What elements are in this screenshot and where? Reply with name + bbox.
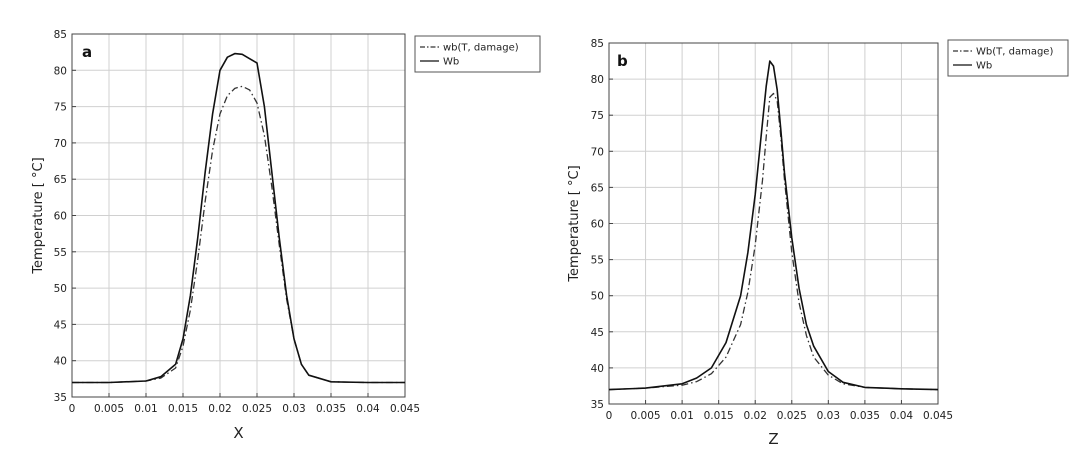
series-line-wb [72, 52, 405, 384]
panel-letter: a [82, 43, 92, 61]
legend: Wb(T, damage) Wb [947, 39, 1069, 77]
panel-letter: b [617, 52, 628, 70]
y-tick-label: 50 [591, 291, 604, 303]
legend-entry-label: Wb [976, 61, 992, 72]
y-tick-label: 60 [54, 211, 67, 223]
y-axis-label: Temperature [ °C] [567, 165, 582, 282]
y-tick-label: 75 [54, 102, 67, 114]
y-tick-label: 40 [591, 363, 604, 375]
y-tick-label: 55 [54, 247, 67, 259]
x-tick-label: 0.03 [817, 410, 840, 422]
y-tick-label: 35 [54, 392, 67, 404]
x-axis-label: Z [768, 430, 778, 448]
y-tick-label: 40 [54, 356, 67, 368]
x-tick-label: 0.045 [390, 403, 420, 415]
legend-entry-label: Wb [443, 57, 459, 68]
x-tick-label: 0.035 [316, 403, 346, 415]
x-axis-label: X [233, 424, 243, 442]
x-tick-label: 0.015 [168, 403, 198, 415]
chart-panel-b: 0 0.005 0.01 0.015 0.02 0.025 0.03 0.035 0.04 0.0… [567, 38, 1069, 448]
chart-panel-a: 0 0.005 0.01 0.015 0.02 0.025 0.03 0.035 0.04 0.0… [31, 29, 541, 442]
y-tick-label: 70 [591, 146, 604, 158]
y-tick-label: 80 [591, 74, 604, 86]
x-tick-label: 0.03 [282, 403, 305, 415]
x-tick-label: 0.02 [744, 410, 767, 422]
legend-entry-label: wb(T, damage) [443, 43, 519, 54]
y-tick-label: 80 [54, 65, 67, 77]
x-tick-label: 0.005 [94, 403, 124, 415]
legend-box [414, 35, 541, 73]
x-tick-label: 0.035 [850, 410, 880, 422]
y-axis-label: Temperature [ °C] [31, 157, 46, 274]
legend: wb(T, damage) Wb [414, 35, 541, 73]
y-tick-label: 65 [591, 182, 604, 194]
x-tick-label: 0.02 [208, 403, 231, 415]
x-tick-label: 0.01 [670, 410, 693, 422]
legend-box [947, 39, 1069, 77]
series-line-wb-t-damage [608, 92, 939, 391]
y-tick-label: 85 [591, 38, 604, 50]
x-tick-label: 0.025 [242, 403, 272, 415]
x-tick-label: 0 [69, 403, 76, 415]
x-tick-label: 0.04 [890, 410, 914, 422]
y-tick-label: 45 [591, 327, 604, 339]
y-tick-label: 65 [54, 174, 67, 186]
x-tick-label: 0.04 [356, 403, 380, 415]
x-tick-label: 0.025 [777, 410, 807, 422]
y-tick-label: 50 [54, 283, 67, 295]
series-line-wb [608, 60, 939, 391]
y-tick-label: 60 [591, 219, 604, 231]
legend-entry-label: Wb(T, damage) [976, 47, 1053, 58]
x-tick-label: 0.01 [134, 403, 157, 415]
y-tick-label: 45 [54, 319, 67, 331]
x-tick-label: 0.045 [923, 410, 953, 422]
y-tick-label: 35 [591, 399, 604, 411]
y-tick-label: 70 [54, 138, 67, 150]
y-tick-label: 75 [591, 110, 604, 122]
y-tick-label: 85 [54, 29, 67, 41]
x-tick-label: 0.005 [631, 410, 661, 422]
x-tick-label: 0.015 [704, 410, 734, 422]
y-tick-label: 55 [591, 255, 604, 267]
x-tick-label: 0 [606, 410, 613, 422]
